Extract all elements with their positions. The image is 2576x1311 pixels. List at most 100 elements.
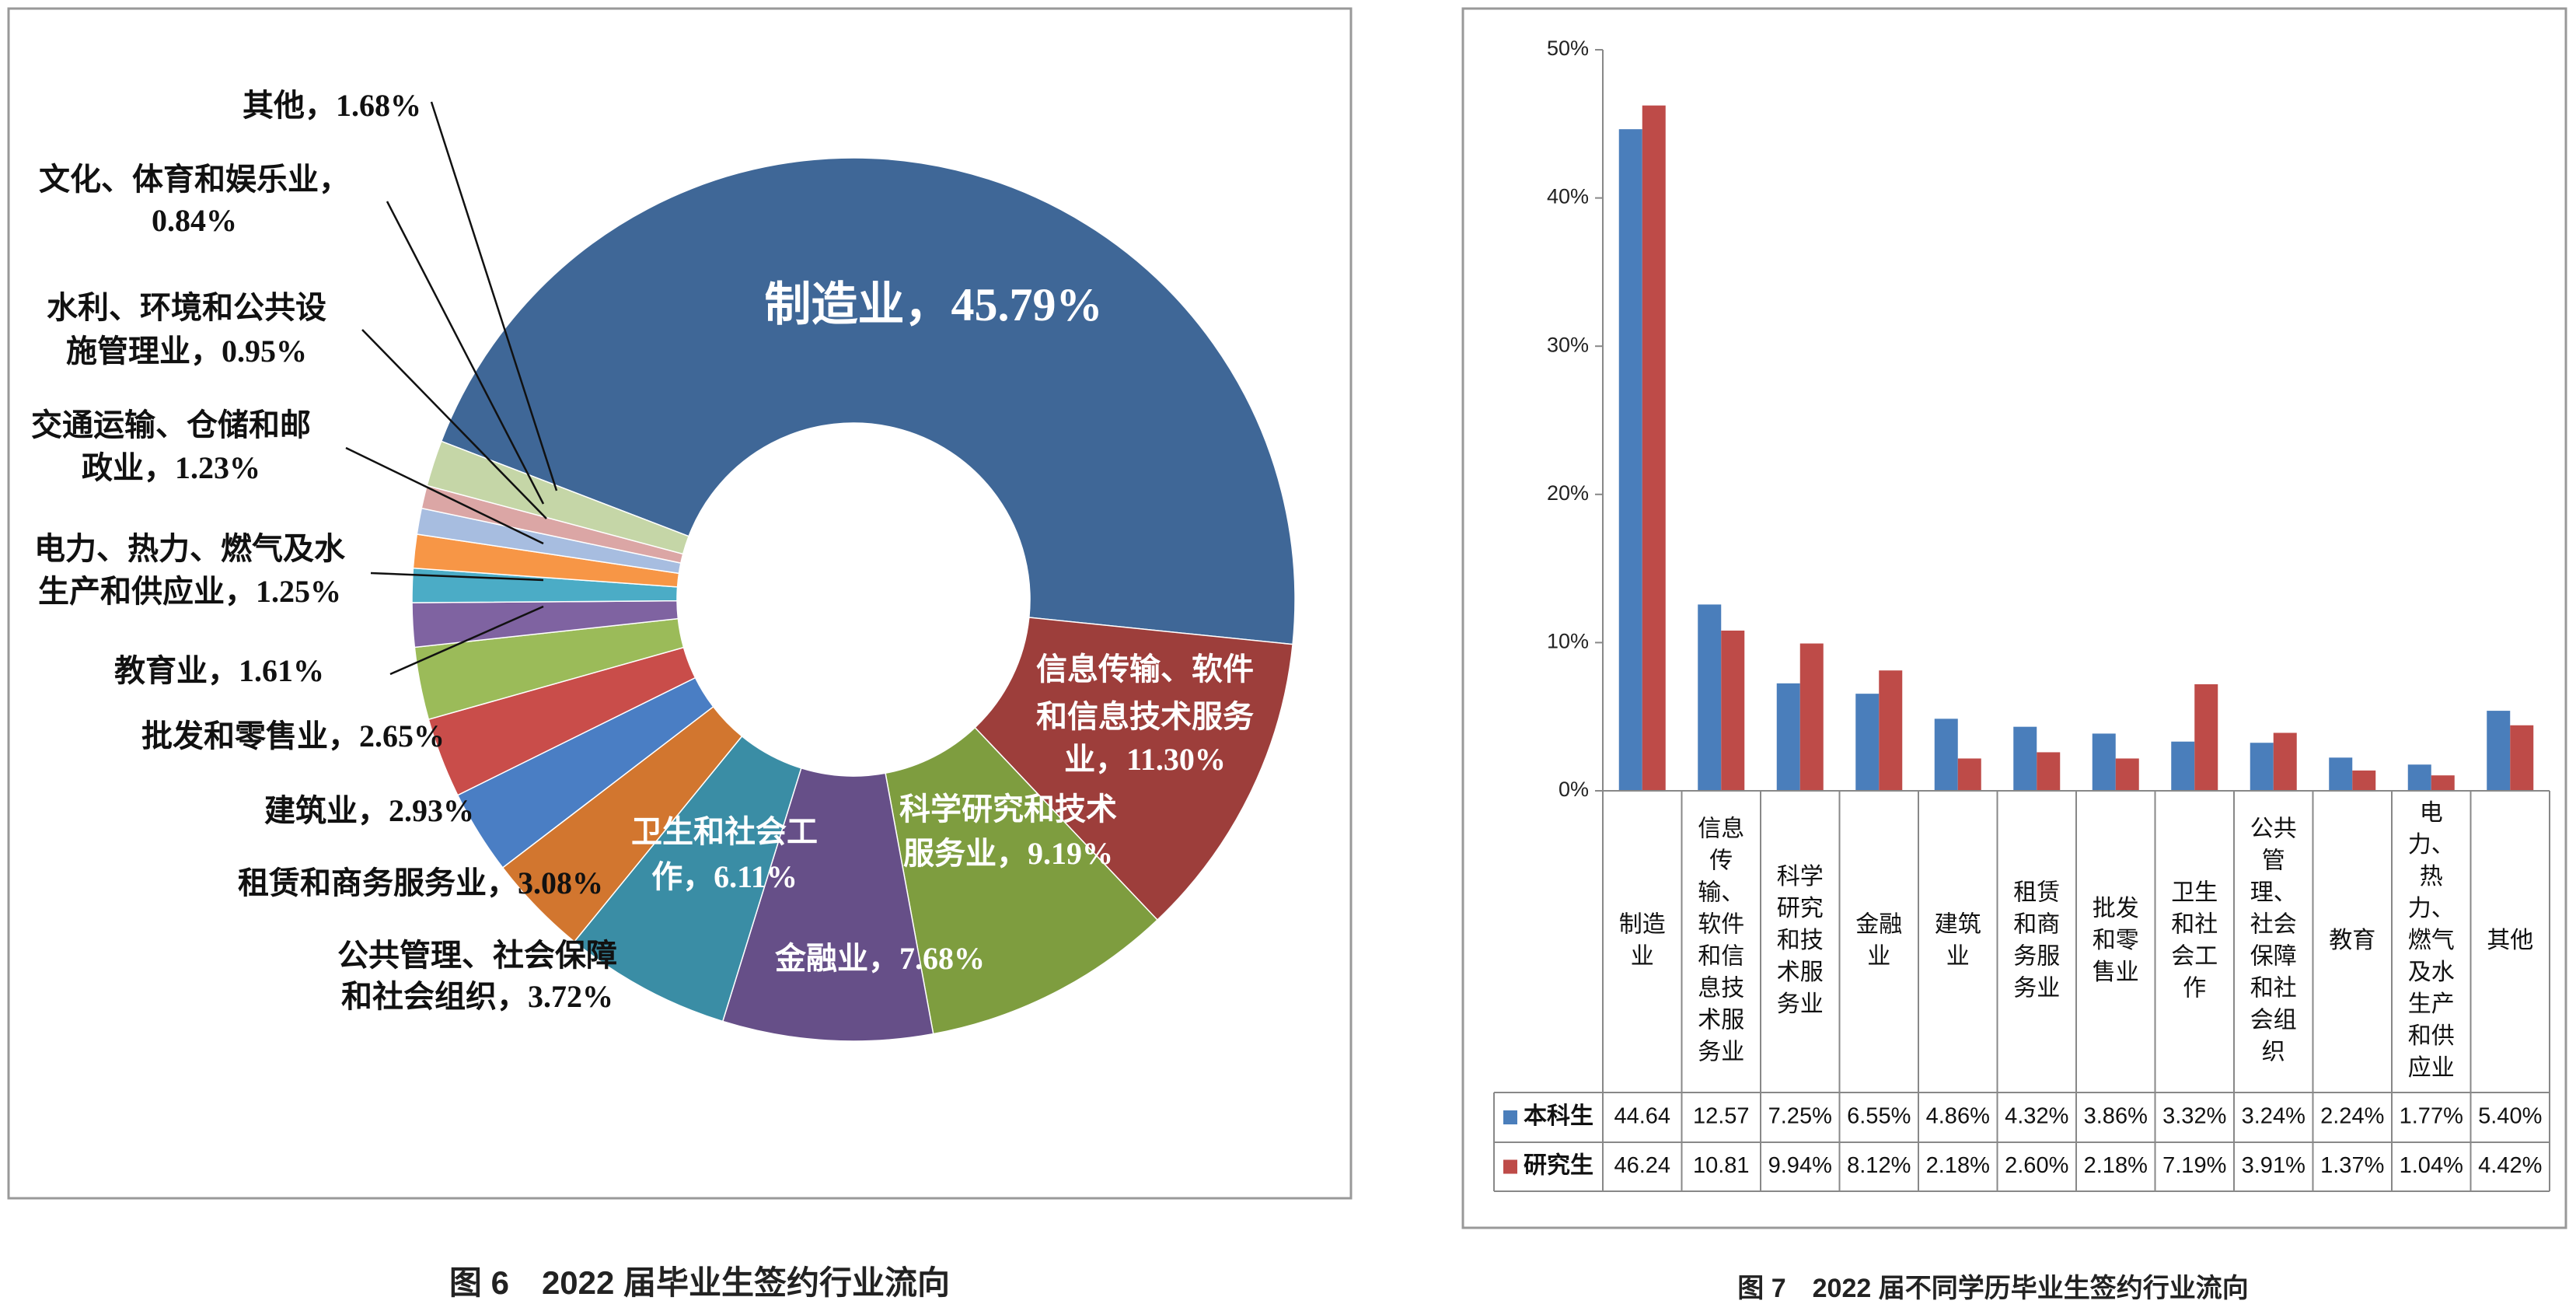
y-tick-label: 20%	[1547, 481, 1589, 505]
y-tick-label: 30%	[1547, 333, 1589, 356]
x-tick-label: 教育	[2329, 928, 2375, 953]
x-tick-label: 电	[2420, 800, 2443, 826]
data-label: 电力、热力、燃气及水	[34, 531, 346, 566]
data-label: 科学研究和技术	[899, 792, 1117, 827]
bar	[2250, 743, 2274, 791]
x-tick-label: 术服	[1698, 1007, 1744, 1033]
x-tick-label: 及水	[2408, 960, 2455, 985]
bar	[1934, 718, 1958, 791]
x-tick-label: 软件	[1698, 911, 1744, 937]
x-tick-label: 业	[1946, 943, 1970, 969]
data-label: 服务业，9.19%	[903, 836, 1113, 871]
x-tick-label: 其他	[2487, 928, 2533, 953]
data-label: 制造业，45.79%	[765, 279, 1103, 330]
x-tick-label: 和社	[2250, 975, 2297, 1001]
data-label: 政业，1.23%	[82, 450, 260, 485]
bar	[1776, 683, 1800, 791]
bar	[2013, 726, 2037, 791]
data-label: 建筑业，2.93%	[264, 793, 474, 828]
chart-title: 图 7 2022 届不同学历毕业生签约行业流向	[1737, 1273, 2248, 1303]
bar	[2194, 683, 2218, 791]
bar	[2115, 758, 2139, 791]
x-tick-label: 务服	[2013, 943, 2060, 969]
leader-line	[361, 329, 547, 519]
legend-key	[1503, 1159, 1517, 1174]
table-cell: 3.91%	[2242, 1153, 2305, 1178]
x-tick-label: 理、	[2250, 879, 2297, 905]
table-cell: 2.18%	[1926, 1153, 1990, 1178]
table-cell: 10.81	[1693, 1153, 1750, 1178]
x-tick-label: 制造	[1619, 911, 1666, 937]
x-tick-label: 和技	[1777, 928, 1824, 953]
table-cell: 2.60%	[2005, 1153, 2068, 1178]
data-label: 批发和零售业，2.65%	[141, 718, 445, 753]
x-tick-label: 保障	[2250, 943, 2297, 969]
leader-line	[386, 201, 545, 505]
table-cell: 12.57	[1693, 1104, 1750, 1129]
data-label: 金融业，7.68%	[774, 941, 985, 976]
x-tick-label: 租赁	[2013, 879, 2060, 905]
chart-title: 图 6 2022 届毕业生签约行业流向	[449, 1264, 950, 1301]
x-tick-label: 输、	[1698, 879, 1744, 905]
x-tick-label: 息技	[1698, 975, 1744, 1001]
bar	[1855, 694, 1880, 791]
table-cell: 7.19%	[2162, 1153, 2226, 1178]
x-tick-label: 和信	[1698, 943, 1744, 969]
x-tick-label: 公共	[2250, 816, 2297, 841]
bar	[2510, 725, 2534, 791]
bar	[2352, 770, 2376, 791]
donut-slice	[426, 440, 690, 555]
table-cell: 3.86%	[2084, 1104, 2148, 1129]
x-tick-label: 建筑	[1935, 911, 1981, 937]
bar	[1721, 630, 1745, 791]
data-label: 0.84%	[152, 203, 237, 238]
data-label: 作，6.11%	[651, 859, 798, 894]
bar	[1618, 129, 1642, 791]
x-tick-label: 社会	[2250, 911, 2297, 937]
x-tick-label: 科学	[1777, 864, 1824, 890]
data-label: 施管理业，0.95%	[66, 334, 307, 369]
data-label: 公共管理、社会保障	[337, 938, 617, 973]
x-tick-label: 热	[2420, 864, 2443, 890]
x-tick-label: 和商	[2013, 911, 2060, 937]
bar	[1799, 643, 1824, 791]
x-tick-label: 织	[2262, 1039, 2285, 1065]
table-cell: 44.64	[1614, 1104, 1670, 1129]
y-tick-label: 0%	[1559, 778, 1589, 801]
table-cell: 1.37%	[2320, 1153, 2384, 1178]
x-tick-label: 应业	[2408, 1055, 2455, 1081]
table-cell: 3.24%	[2242, 1104, 2305, 1129]
bar	[2092, 733, 2116, 791]
table-cell: 2.18%	[2084, 1153, 2148, 1178]
y-tick-label: 40%	[1547, 185, 1589, 208]
bar	[2487, 711, 2511, 791]
y-tick-label: 10%	[1547, 630, 1589, 653]
bar	[2037, 752, 2061, 791]
x-tick-label: 力、	[2408, 832, 2455, 858]
y-tick-label: 50%	[1547, 37, 1589, 60]
data-label: 业，11.30%	[1064, 742, 1226, 777]
x-tick-label: 生产	[2408, 991, 2455, 1017]
bar	[1957, 758, 1981, 791]
x-tick-label: 金融	[1855, 911, 1902, 937]
leader-line	[345, 446, 544, 545]
x-tick-label: 务业	[1698, 1039, 1744, 1065]
x-tick-label: 会组	[2250, 1007, 2297, 1033]
data-label: 生产和供应业，1.25%	[38, 574, 341, 609]
table-cell: 9.94%	[1768, 1153, 1832, 1178]
bar	[1642, 105, 1666, 792]
table-cell: 7.25%	[1768, 1104, 1832, 1129]
leader-line	[430, 101, 558, 491]
table-cell: 5.40%	[2478, 1104, 2542, 1129]
data-label: 卫生和社会工	[631, 814, 818, 849]
legend-label: 本科生	[1524, 1103, 1593, 1129]
x-tick-label: 和社	[2171, 911, 2218, 937]
x-tick-label: 作	[2183, 975, 2206, 1001]
x-tick-label: 和零	[2093, 928, 2139, 953]
bar	[2273, 732, 2297, 791]
bar	[2407, 764, 2431, 791]
table-cell: 2.24%	[2320, 1104, 2384, 1129]
data-label: 和社会组织，3.72%	[341, 979, 613, 1014]
